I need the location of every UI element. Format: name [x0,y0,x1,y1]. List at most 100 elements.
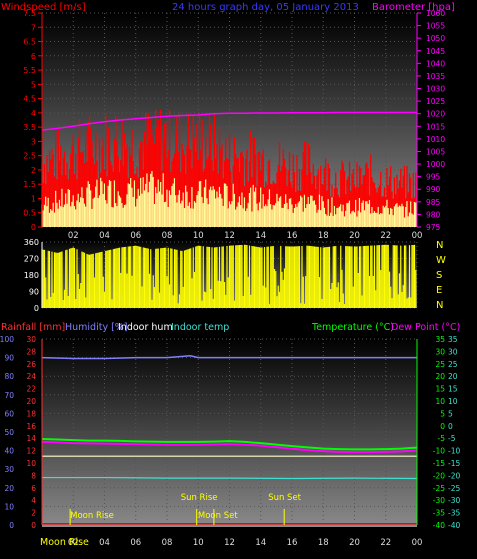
bottom-axis-text: Moon Rise [40,537,89,548]
rain-tick-label: 20 [26,397,36,406]
astro-events: Moon Rise Sun Rise Moon Set Sun Set [69,493,302,525]
dew-tick-label: -30 [448,496,460,505]
hum-tick-label: 70 [4,391,14,400]
axes-labels: 0 0.5 1 1.5 2 2.5 3 3.5 4 4.5 5 5.5 6 6.5 7 7.5 975 980 98… [0,9,460,548]
temp-tick-label: 5 [440,409,445,418]
baro-tick-label: 1050 [426,34,445,43]
wind-tick-label: 5.5 [23,66,36,75]
temp-x-label: 14 [255,538,266,548]
rain-tick-label: 12 [26,447,36,456]
rain-title: Rainfall [mm] [1,322,65,333]
temp-x-label: 12 [224,538,235,548]
dew-tick-label: 35 [448,335,458,344]
temp-tick-label: 20 [435,372,445,381]
wind-tick-label: 3 [31,137,36,146]
hum-tick-label: 90 [4,354,14,363]
dew-tick-label: -5 [448,434,456,443]
hum-tick-label: 100 [0,335,14,344]
baro-tick-label: 990 [426,185,441,194]
baro-tick-label: 985 [426,198,441,207]
temp-x-label: 04 [99,538,110,548]
indoor-temp-line [42,476,418,480]
hum-tick-label: 30 [4,465,14,474]
temp-x-label: 00 [412,538,423,548]
baro-tick-label: 1040 [426,59,445,68]
rain-tick-label: 6 [31,484,36,493]
dir-tick-label: 90 [29,288,39,297]
hum-tick-label: 50 [4,428,14,437]
graph-title: 24 hours graph day, 05 January 2013 [172,2,359,13]
baro-tick-label: 1035 [426,72,445,81]
event-label: Sun Rise [181,493,218,503]
baro-tick-label: 975 [426,223,441,232]
dewpoint-title: Dew Point (°C) [391,322,460,333]
temp-tick-label: -35 [433,509,445,518]
rain-tick-label: 26 [26,360,36,369]
dew-tick-label: -20 [448,471,460,480]
temp-tick-label: -5 [438,434,446,443]
temp-tick-label: -20 [433,471,445,480]
temperature-line [41,437,418,451]
event-label: Moon Set [198,511,238,521]
hum-tick-label: 10 [4,502,14,511]
dir-tick-label: 270 [24,255,39,264]
wind-tick-label: 6 [31,52,36,61]
wind-tick-label: 1.5 [23,180,36,189]
temp-tick-label: -30 [433,496,445,505]
rain-tick-label: 18 [26,409,36,418]
temp-tick-label: -15 [433,459,445,468]
rain-tick-label: 8 [31,471,36,480]
temp-tick-label: 15 [435,385,445,394]
baro-tick-label: 1020 [426,110,445,119]
wind-x-label: 04 [99,231,110,241]
compass-letter: E [436,285,442,296]
wind-tick-label: 4.5 [23,95,36,104]
direction-bars [41,244,417,308]
temp-tick-label: -40 [433,521,445,530]
event-label: Sun Set [268,493,301,503]
hum-tick-label: 20 [4,484,14,493]
wind-tick-label: 1 [31,194,36,203]
wind-tick-label: 2 [31,166,36,175]
baro-tick-label: 1055 [426,22,445,31]
temp-tick-label: -10 [433,447,445,456]
baro-tick-label: 995 [426,173,441,182]
baro-title: Barometer [hpa] [372,2,455,13]
temp-tick-label: 10 [435,397,445,406]
hum-tick-label: 0 [9,521,14,530]
wind-tick-label: 5 [31,80,36,89]
wind-x-label: 02 [68,231,79,241]
wind-tick-label: 4 [31,109,36,118]
wind-x-label: 14 [255,231,266,241]
dew-tick-label: -15 [448,459,460,468]
rain-tick-label: 4 [31,496,36,505]
humidity-line [41,354,417,360]
compass-letter: N [436,300,443,311]
temp-tick-label: 0 [440,422,445,431]
wind-x-label: 12 [224,231,235,241]
wind-tick-label: 3.5 [23,123,36,132]
temp-tick-label: 25 [435,360,445,369]
dew-tick-label: -35 [448,509,460,518]
rain-tick-label: 24 [26,372,36,381]
temp-x-label: 10 [193,538,204,548]
wind-tick-label: 7.5 [23,9,36,18]
baro-tick-label: 1010 [426,135,445,144]
dew-tick-label: -40 [448,521,460,530]
wind-x-label: 10 [193,231,204,241]
temperature-title: Temperature (°C) [311,322,394,333]
wind-tick-label: 2.5 [23,152,36,161]
baro-tick-label: 1025 [426,97,445,106]
temp-tick-label: 35 [435,335,445,344]
dew-tick-label: 25 [448,360,458,369]
temp-x-label: 16 [287,538,298,548]
rain-tick-label: 22 [26,385,36,394]
wind-x-label: 16 [287,231,298,241]
temp-tick-label: 30 [435,347,445,356]
indoor-hum-title: Indoor hum [118,322,173,333]
dir-tick-label: 0 [34,304,39,313]
wind-tick-label: 6.5 [23,38,36,47]
wind-x-label: 22 [380,231,391,241]
series-lines [41,111,418,525]
dew-tick-label: 10 [448,397,458,406]
